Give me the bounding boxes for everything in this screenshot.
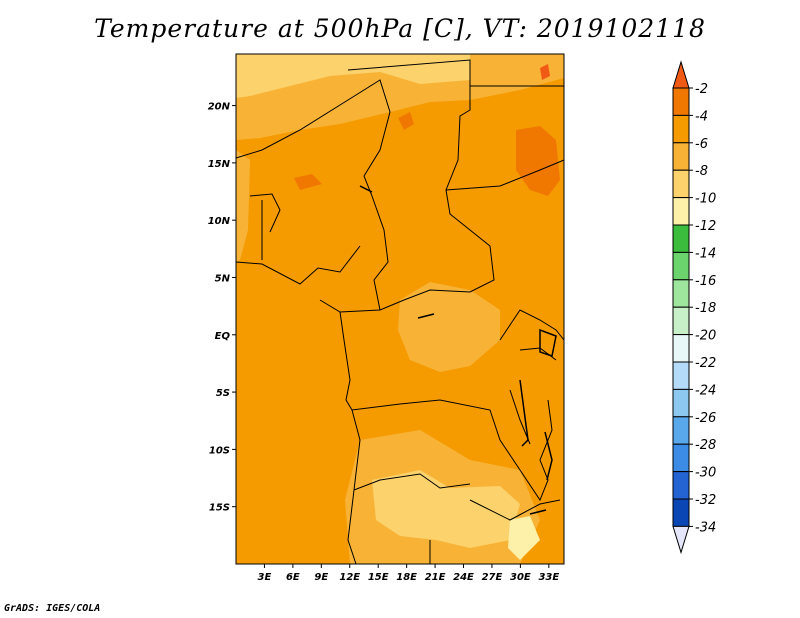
colorbar-swatch	[672, 251, 690, 281]
colorbar-label: -34	[695, 520, 716, 535]
colorbar-label: -16	[695, 274, 716, 289]
colorbar: -2 -4 -6 -8 -10 -12 -14 -16 -18 -20 -22 -24 -26 -28 -3…	[672, 60, 716, 555]
lat-tick-label: 10S	[209, 445, 230, 456]
longitude-axis: 3E 6E 9E 12E 15E 18E 21E 24E 27E 30E 33E	[258, 564, 559, 583]
lon-tick-label: 15E	[368, 572, 389, 583]
colorbar-label: -12	[695, 219, 716, 234]
colorbar-swatch	[672, 471, 690, 500]
colorbar-swatch	[672, 306, 690, 336]
lon-tick-label: 24E	[453, 572, 474, 583]
colorbar-label: -4	[695, 109, 708, 124]
colorbar-swatch	[672, 334, 690, 363]
lon-tick-label: 6E	[286, 572, 300, 583]
field-region-south-palest	[508, 516, 540, 560]
colorbar-swatch	[672, 498, 690, 527]
field-region-congo-light	[398, 282, 500, 372]
colorbar-label: -20	[695, 329, 716, 344]
colorbar-swatch	[672, 142, 690, 171]
colorbar-label: -2	[695, 82, 708, 97]
field-region-north-warm	[294, 174, 322, 190]
lat-tick-label: 10N	[208, 216, 231, 227]
lat-tick-label: 20N	[208, 102, 231, 113]
lon-tick-label: 18E	[396, 572, 417, 583]
lat-tick-label: 15S	[209, 503, 230, 514]
colorbar-swatch	[672, 169, 690, 199]
colorbar-swatch	[672, 388, 690, 418]
colorbar-label: -28	[695, 438, 716, 453]
lon-tick-label: 27E	[482, 572, 503, 583]
lake-outlines	[359, 185, 557, 515]
latitude-axis: 20N 15N 10N 5N EQ 5S 10S 15S	[208, 102, 236, 514]
colorbar-label: -10	[695, 192, 716, 207]
lat-tick-label: 5S	[216, 388, 230, 399]
lat-tick-label: 15N	[208, 159, 231, 170]
field-region-west-light	[236, 150, 250, 262]
colorbar-swatch	[672, 416, 690, 445]
lon-tick-label: 3E	[258, 572, 272, 583]
colorbar-swatch	[672, 224, 690, 253]
colorbar-swatch	[672, 361, 690, 390]
colorbar-label: -22	[695, 356, 716, 371]
colorbar-swatch	[672, 279, 690, 308]
field-region-south-lighter	[372, 470, 520, 548]
country-borders	[235, 59, 565, 565]
chart-title: Temperature at 500hPa [C], VT: 201910211…	[94, 14, 706, 43]
colorbar-label: -26	[695, 411, 716, 426]
colorbar-label: -24	[695, 383, 716, 398]
colorbar-label: -30	[695, 466, 716, 481]
colorbar-label: -18	[695, 301, 716, 316]
lat-tick-label: 5N	[215, 273, 231, 284]
colorbar-swatch	[672, 87, 690, 116]
lon-tick-label: 21E	[425, 572, 446, 583]
lon-tick-label: 30E	[510, 572, 531, 583]
colorbar-label: -32	[695, 493, 716, 508]
field-region-chad-warm	[398, 112, 414, 130]
field-region-ne-warm	[540, 64, 550, 80]
colorbar-label: -14	[695, 246, 716, 261]
lon-tick-label: 33E	[538, 572, 559, 583]
colorbar-swatch	[672, 114, 690, 144]
lon-tick-label: 12E	[339, 572, 360, 583]
map-frame	[235, 53, 565, 565]
field-region-east-warm	[516, 126, 560, 196]
colorbar-label: -8	[695, 164, 708, 179]
field-region-northeast-light	[470, 54, 544, 86]
grads-credit: GrADS: IGES/COLA	[4, 603, 101, 614]
colorbar-bottom-arrow	[672, 525, 690, 555]
colorbar-swatch	[672, 443, 690, 473]
lon-tick-label: 9E	[314, 572, 328, 583]
lat-tick-label: EQ	[215, 331, 231, 342]
colorbar-label: -6	[695, 137, 708, 152]
colorbar-top-arrow	[672, 60, 690, 89]
colorbar-swatch	[672, 197, 690, 226]
